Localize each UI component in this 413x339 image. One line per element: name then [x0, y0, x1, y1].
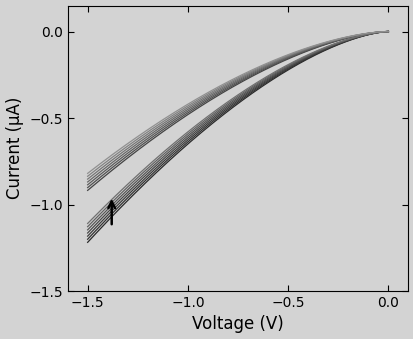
- Y-axis label: Current (μA): Current (μA): [5, 97, 24, 199]
- X-axis label: Voltage (V): Voltage (V): [192, 316, 283, 334]
